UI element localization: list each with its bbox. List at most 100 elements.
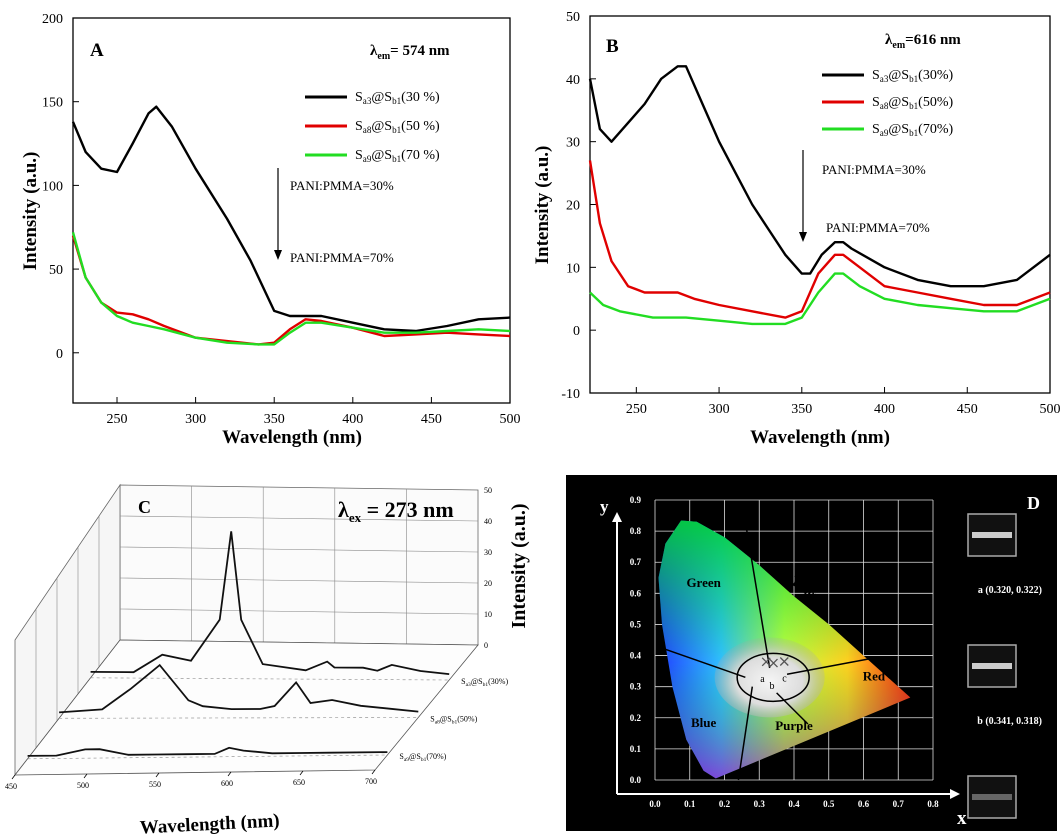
panel-b-arrow-bottom-label: PANI:PMMA=70%: [826, 220, 930, 235]
d-x-tick-label: 0.0: [649, 799, 661, 809]
d-point-marker: [761, 657, 771, 667]
d-y-tick-label: 0.6: [630, 588, 642, 598]
d-x-tick-label: 0.3: [754, 799, 766, 809]
c-x-tick: [299, 770, 304, 776]
panel-c-label: C: [138, 497, 151, 517]
panel-a-arrow-top-label: PANI:PMMA=30%: [290, 178, 394, 193]
c-x-tick: [83, 773, 88, 779]
series-line-0: [71, 105, 511, 333]
c-x-tick-label: 550: [149, 780, 161, 789]
d-y-tick-label: 0.9: [630, 495, 642, 505]
panel-c-x-axis-label: Wavelength (nm): [139, 810, 280, 836]
d-white-point-glow: [714, 637, 825, 718]
d-region-boundary: [744, 521, 771, 669]
d-x-tick-label: 0.2: [719, 799, 731, 809]
d-x-tick-label: 0.5: [823, 799, 835, 809]
legend-2-label: Sa9@Sb1(70 %): [355, 148, 440, 164]
x-tick-label: 250: [626, 402, 647, 417]
c-x-tick: [11, 774, 16, 780]
y-tick-label: 0: [573, 324, 580, 339]
d-x-tick-label: 0.6: [858, 799, 870, 809]
panel-a-x-axis-label: Wavelength (nm): [222, 427, 362, 448]
panel-d-x-axis-label: x: [957, 808, 967, 829]
d-point-caption: b (0.341, 0.318): [977, 716, 1042, 727]
x-tick-label: 450: [421, 412, 442, 427]
x-tick-label: 350: [264, 412, 285, 427]
d-region-boundary: [776, 692, 809, 725]
back-grid-h: [119, 608, 479, 615]
panel-a-annotation: λem= 574 nm: [370, 43, 450, 62]
c-x-tick: [371, 769, 376, 775]
d-y-tick-label: 0.8: [630, 526, 642, 536]
d-x-tick-label: 0.8: [927, 799, 939, 809]
c-z-tick-label: 50: [484, 486, 492, 495]
y-tick-label: 20: [566, 199, 580, 214]
legend-1-label: Sa8@Sb1(50%): [872, 95, 953, 111]
d-sample-ellipse: [736, 652, 810, 703]
y-tick-label: -10: [561, 387, 580, 402]
d-point-marker: [769, 658, 778, 668]
d-point-label: c: [782, 674, 787, 685]
d-region-boundary: [665, 648, 746, 679]
y-tick-label: 30: [566, 136, 580, 151]
d-photo-glow: [972, 532, 1012, 538]
d-region-boundary: [786, 657, 871, 675]
d-y-tick-label: 0.1: [630, 744, 642, 754]
c-series-label-2: Sa9@Sb1(70%): [399, 752, 446, 763]
back-grid-h: [119, 546, 479, 553]
x-tick-label: 300: [709, 402, 730, 417]
y-tick-label: 0: [56, 347, 63, 362]
c-x-tick: [155, 772, 160, 778]
panel-b-x-axis-label: Wavelength (nm): [750, 427, 890, 448]
series-line-1: [588, 160, 1051, 319]
x-tick-label: 350: [791, 402, 812, 417]
c-z-tick-label: 40: [484, 517, 492, 526]
panel-a-label: A: [90, 40, 104, 61]
d-x-tick-label: 0.7: [893, 799, 905, 809]
c-series-line-1: [59, 663, 419, 714]
series-line-0: [588, 65, 1051, 288]
x-tick-label: 400: [342, 412, 363, 427]
legend-0-label: Sa3@Sb1(30%): [872, 68, 953, 84]
back-grid-h: [119, 515, 479, 522]
x-tick-label: 500: [1040, 402, 1061, 417]
y-tick-label: 50: [49, 263, 63, 278]
y-tick-label: 150: [42, 96, 63, 111]
y-tick-label: 50: [566, 10, 580, 25]
panel-a-legend: Sa3@Sb1(30 %) Sa8@Sb1(50 %) Sa9@Sb1(70 %): [305, 90, 440, 164]
c-series-line-2: [27, 746, 388, 757]
panel-b-annotation: λem=616 nm: [885, 32, 961, 51]
c-z-tick-label: 10: [484, 610, 492, 619]
c-x-tick-label: 450: [5, 782, 17, 791]
panel-d-y-axis-label: y: [600, 497, 609, 516]
panel-b-arrowhead: [799, 232, 807, 242]
panel-d-label: D: [1027, 493, 1040, 513]
panel-a-series: [71, 105, 511, 346]
y-tick-label: 10: [566, 261, 580, 276]
panel-c-annotation: λex = 273 nm: [338, 497, 454, 525]
panel-c: Sa3@Sb1(30%) Sa8@Sb1(50%) Sa9@Sb1(70%) 450…: [5, 483, 530, 836]
panel-a-y-axis-label: Intensity (a.u.): [20, 152, 41, 271]
panel-b-axis-ticks: 250 300 350 400 450 500 -10 0 10 20 30 40 50: [561, 10, 1060, 417]
d-y-tick-label: 0.4: [630, 651, 642, 661]
series-line-2: [71, 231, 511, 346]
y-tick-label: 100: [42, 179, 63, 194]
panel-d-photo-swatches: a (0.320, 0.322)b (0.341, 0.318)c (0.372…: [967, 513, 1042, 819]
x-tick-label: 400: [874, 402, 895, 417]
d-point-marker: [779, 657, 789, 666]
c-series-line-0: [90, 531, 450, 675]
d-y-tick-label: 0.2: [630, 713, 642, 723]
d-photo-glow: [972, 663, 1012, 669]
back-grid-h: [119, 577, 479, 584]
d-y-tick-label: 0.7: [630, 557, 642, 567]
c-x-tick-label: 500: [77, 781, 89, 790]
d-x-arrowhead: [950, 789, 960, 799]
panel-d-axis-ticks: 0.0 0.1 0.2 0.3 0.4 0.5 0.6 0.7 0.8 0.0 0.1 0.2 0.3 0…: [612, 495, 960, 809]
d-y-tick-label: 0.0: [630, 775, 642, 785]
c-x-tick-label: 650: [293, 778, 305, 787]
d-y-tick-label: 0.3: [630, 682, 642, 692]
panel-d-points: abc: [760, 657, 789, 692]
panel-b-legend: Sa3@Sb1(30%) Sa8@Sb1(50%) Sa9@Sb1(70%): [822, 68, 953, 138]
